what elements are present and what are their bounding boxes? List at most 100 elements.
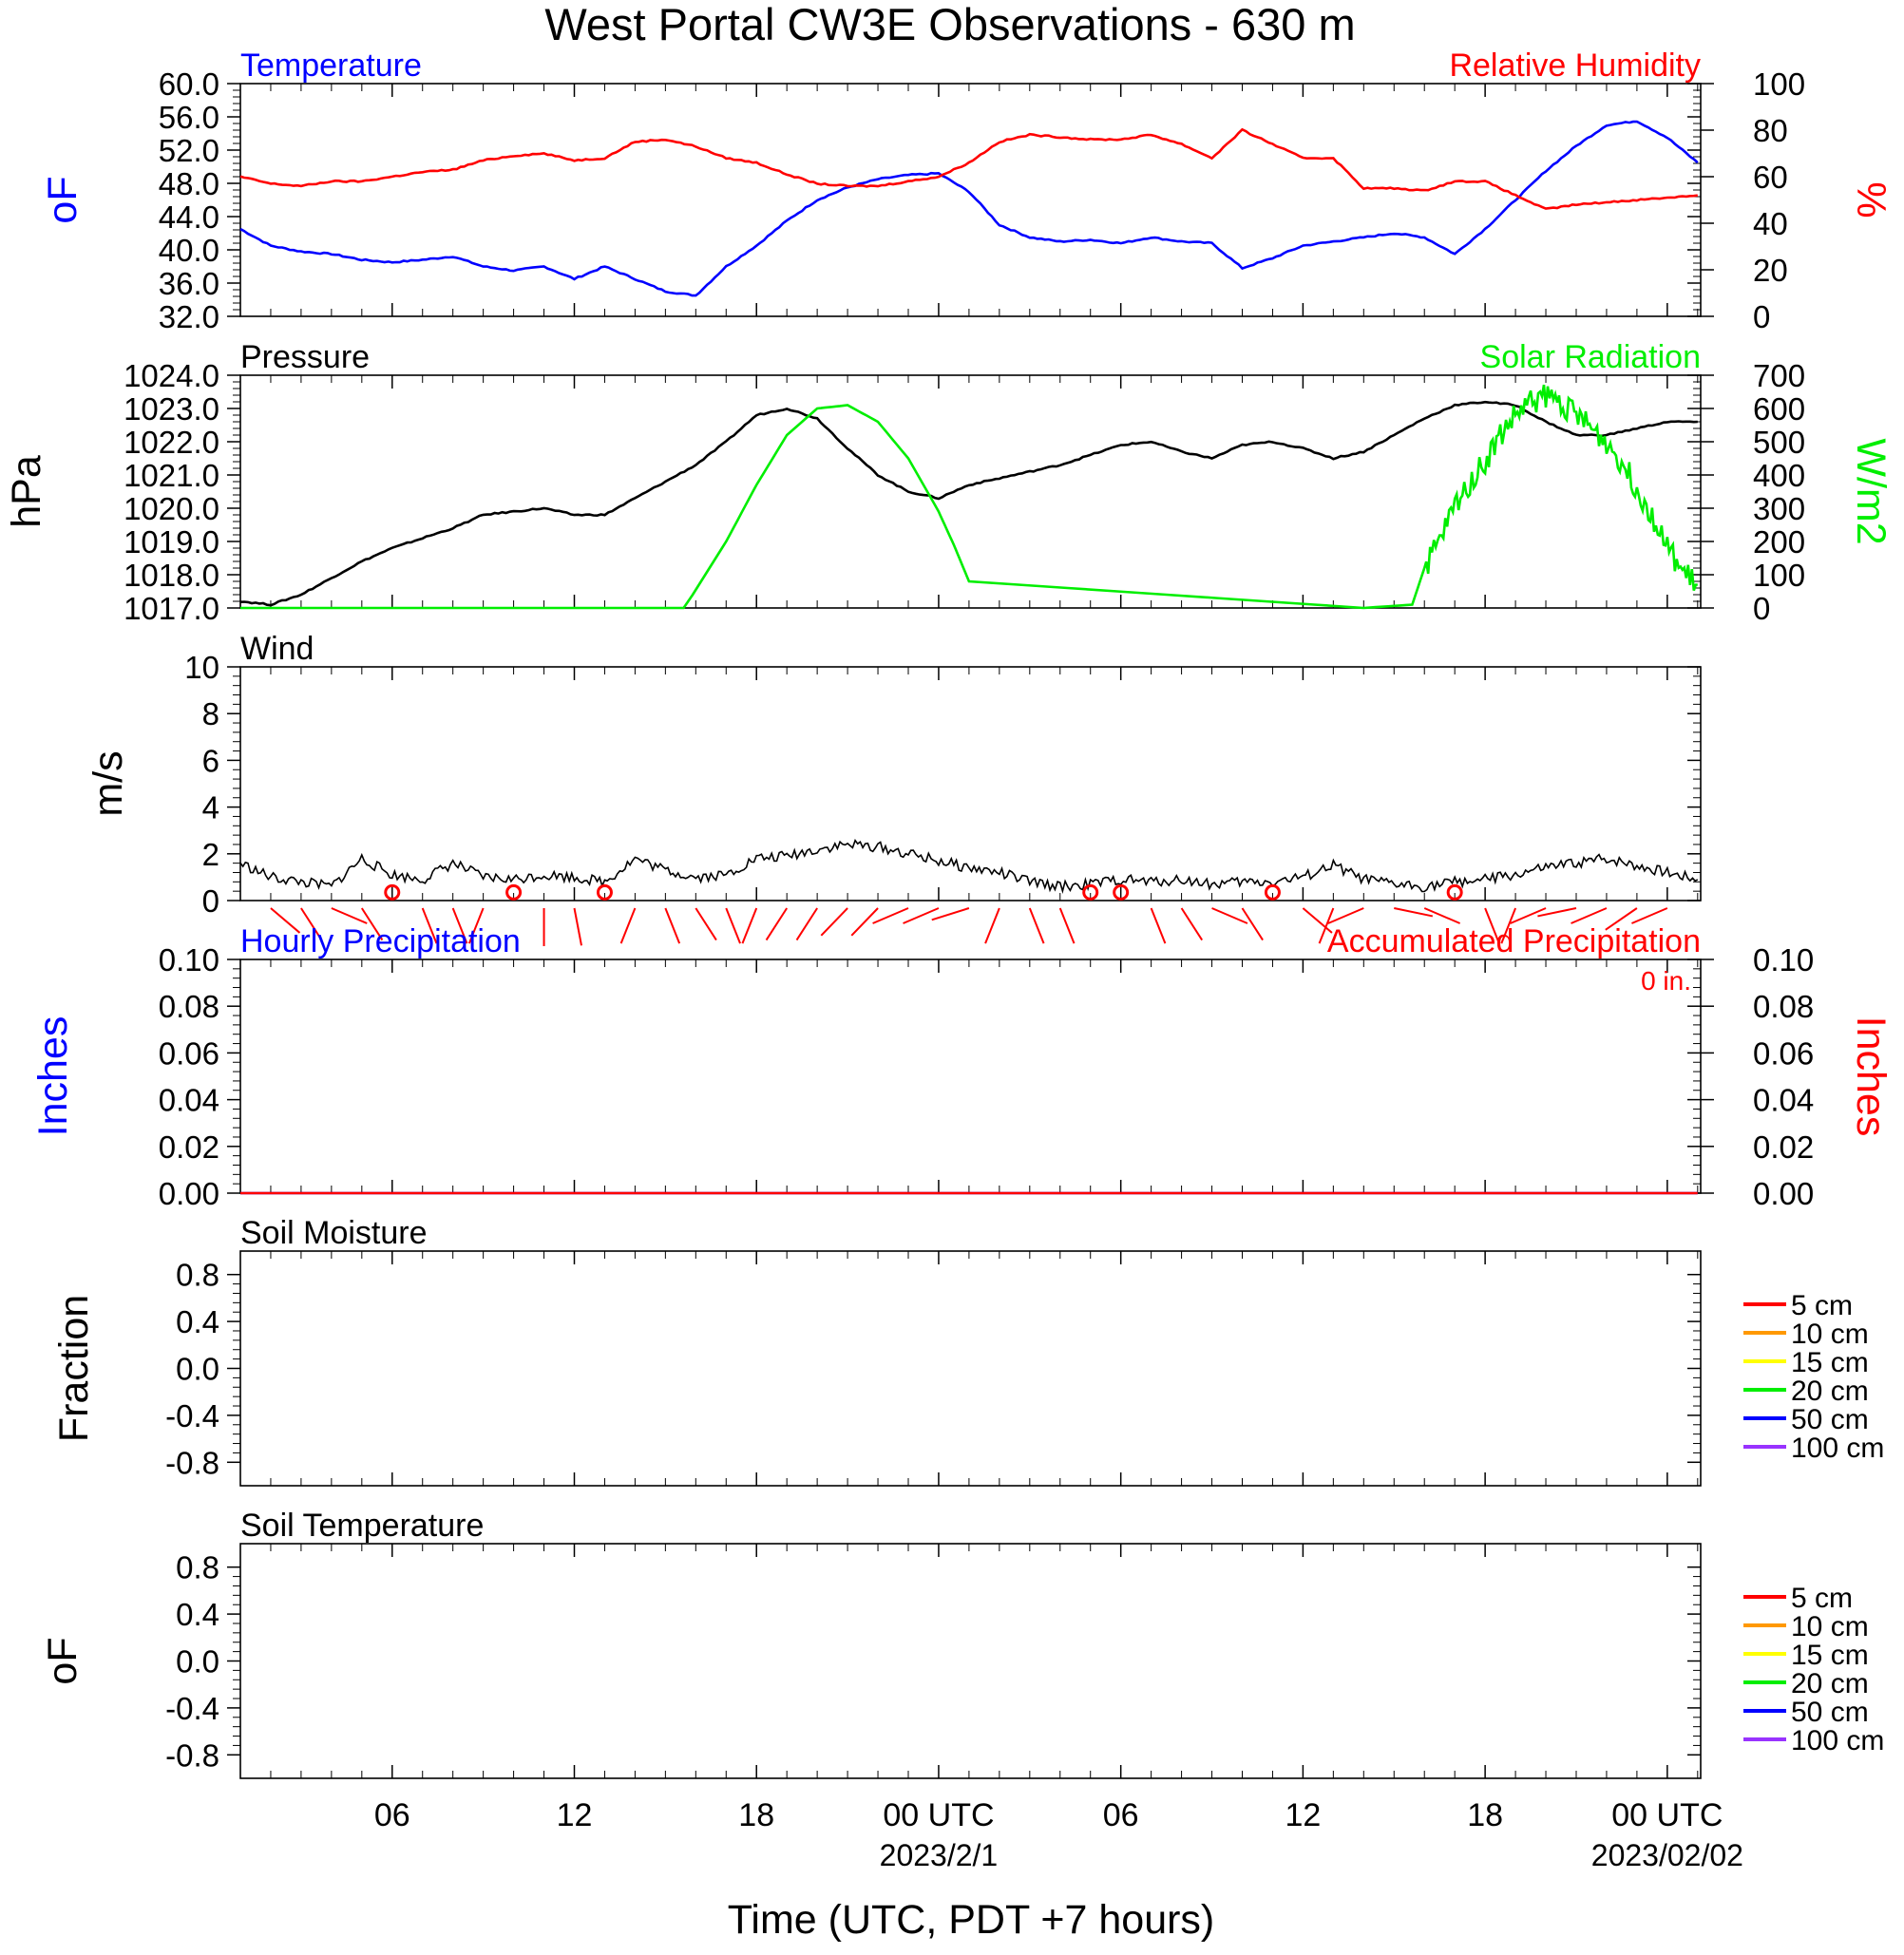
y-tick-label-left: 1018.0 [124,558,219,593]
wind-barb-calm [1446,883,1463,901]
legend-label: 50 cm [1791,1404,1869,1435]
wind-barb [1150,907,1167,944]
y-tick-label-left: 44.0 [159,199,219,235]
panel-title-right: Accumulated Precipitation [1327,923,1701,959]
y-tick-label-right: 60 [1753,160,1788,195]
y-tick-label-left: 0.4 [176,1304,219,1339]
y-tick-label-left: 1023.0 [124,391,219,427]
wind-barb [850,907,879,937]
accumulated-total: 0 in. [1641,966,1691,996]
wind-barb [765,907,789,941]
wind-barb-calm [1082,883,1099,901]
wind-barb [331,907,368,924]
y-tick-label-right: 20 [1753,253,1788,288]
y-axis-label-right: W/m2 [1848,438,1894,544]
panel-temperature_rh: 32.036.040.044.048.052.056.060.0 0 20 40 60 8… [40,47,1894,334]
panel-frame [239,83,1702,317]
panel-frame [239,1250,1702,1487]
panel-title-right: Solar Radiation [1480,339,1701,375]
wind-barb [1180,907,1204,941]
wind-barb [725,907,741,944]
wind-barb [1500,907,1517,944]
y-tick-label-left: 60.0 [159,66,219,102]
y-tick-label-left: 36.0 [159,266,219,301]
legend-label: 100 cm [1791,1725,1884,1756]
series-line-wind [239,839,1699,895]
y-tick-label-right: 100 [1753,558,1805,593]
y-tick-label-left: 0.10 [159,942,219,978]
panel-pressure_solar: 1017.01018.01019.01020.01021.01022.01023… [4,339,1894,626]
wind-barb [1211,907,1248,924]
y-tick-label-left: 1019.0 [124,524,219,560]
y-tick-label-right: 80 [1753,113,1788,148]
x-tick-label: 06 [1103,1797,1139,1833]
y-tick-label-right: 100 [1753,66,1805,102]
series-line-temperature [239,120,1699,297]
panel-wind: 0 2 4 6 8 10 Wind m/s [86,631,1702,946]
y-tick-label-left: 6 [202,743,219,778]
y-tick-label-left: 0.00 [159,1176,219,1211]
panel-title-left: Temperature [240,47,422,84]
wind-barb [903,907,940,924]
wind-barb [1028,907,1045,944]
wind-barb [1058,907,1076,944]
y-axis-label-left: oF [40,1637,86,1684]
y-tick-label-left: 1022.0 [124,425,219,460]
y-tick-label-left: 56.0 [159,100,219,135]
wind-barb [984,907,1000,944]
x-tick-date-label: 2023/02/02 [1591,1838,1743,1872]
wind-barb [931,907,970,921]
wind-barb [1571,907,1608,924]
x-tick-label: 12 [1285,1797,1321,1833]
y-tick-label-left: -0.4 [165,1691,219,1726]
wind-barb [664,907,681,944]
panel-soil_moisture: -0.8 -0.4 0.0 0.4 0.8 Soil Moisture Fraction 5 … [51,1215,1884,1487]
y-axis-label-right: Inches [1848,1016,1894,1137]
legend-label: 50 cm [1791,1697,1869,1728]
y-tick-label-right: 0 [1753,299,1770,334]
y-tick-label-left: 2 [202,837,219,872]
wind-barb [360,907,384,941]
series-line-solar-radiation [240,384,1698,610]
x-tick-label: 00 UTC [883,1797,994,1833]
y-tick-label-right: 600 [1753,391,1805,427]
y-tick-label-left: 8 [202,696,219,731]
series-line-relative-humidity [239,127,1698,210]
wind-barb-calm [384,883,401,901]
wind-barb [1302,907,1333,934]
y-tick-label-left: 0 [202,883,219,919]
y-tick-label-left: 0.0 [176,1644,219,1680]
wind-barb-calm [596,883,613,901]
panel-title-left: Hourly Precipitation [240,923,521,959]
x-tick-label: 00 UTC [1611,1797,1723,1833]
wind-barb [1510,907,1547,924]
chart-title: West Portal CW3E Observations - 630 m [544,0,1355,49]
legend-label: 10 cm [1791,1611,1869,1642]
wind-barb [1327,907,1364,924]
wind-barb [1537,907,1577,918]
y-tick-label-left: 0.04 [159,1083,219,1118]
legend-label: 15 cm [1791,1640,1869,1671]
wind-barb [872,907,909,924]
y-tick-label-right: 0.00 [1753,1176,1814,1211]
wind-barb [573,907,582,946]
x-tick-label: 18 [738,1797,774,1833]
wind-barb [1423,907,1461,924]
y-tick-label-right: 40 [1753,206,1788,241]
panel-precipitation: 0.00 0.02 0.04 0.06 0.08 0.10 0.00 0.02 0.04 0.06… [30,923,1894,1211]
y-tick-label-right: 0.02 [1753,1129,1814,1165]
panel-title-left: Pressure [240,339,370,375]
y-tick-label-left: 0.8 [176,1258,219,1293]
legend-label: 20 cm [1791,1376,1869,1407]
y-tick-label-left: 32.0 [159,299,219,334]
y-tick-label-left: -0.8 [165,1737,219,1773]
series-line-pressure [239,400,1698,607]
y-tick-label-left: 48.0 [159,166,219,201]
y-tick-label-left: 1020.0 [124,491,219,526]
wind-barb [1318,907,1335,944]
y-tick-label-right: 0.04 [1753,1083,1814,1118]
x-tick-label: 18 [1467,1797,1503,1833]
x-tick-label: 12 [557,1797,593,1833]
